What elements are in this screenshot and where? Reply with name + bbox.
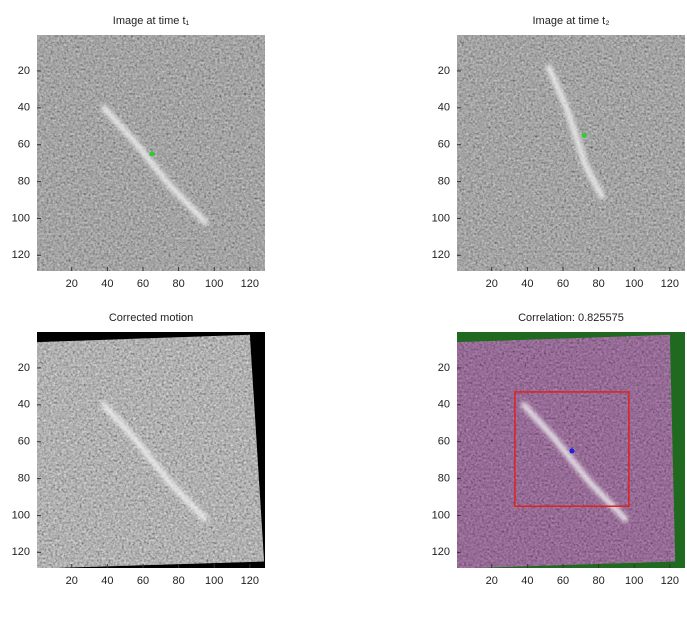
x-tick-label: 40 xyxy=(521,278,533,290)
y-tick-label: 80 xyxy=(438,175,450,187)
y-tick-label: 40 xyxy=(438,102,450,114)
y-tick-label: 120 xyxy=(432,546,450,558)
y-tick-label: 80 xyxy=(18,175,30,187)
y-tick-label: 60 xyxy=(438,436,450,448)
image xyxy=(457,35,685,271)
image-texture xyxy=(457,35,685,271)
y-tick-label: 20 xyxy=(18,362,30,374)
x-tick-label: 60 xyxy=(557,278,569,290)
subplot-title: Image at time t₁ xyxy=(113,15,190,27)
x-tick-label: 80 xyxy=(172,575,184,587)
marker xyxy=(569,448,574,453)
x-tick-label: 100 xyxy=(625,278,643,290)
subplot-title: Correlation: 0.825575 xyxy=(518,312,624,324)
x-tick-label: 80 xyxy=(592,278,604,290)
x-tick-label: 20 xyxy=(66,278,78,290)
x-tick-label: 120 xyxy=(661,278,679,290)
subplot-title: Corrected motion xyxy=(109,312,193,324)
x-tick-label: 40 xyxy=(521,575,533,587)
y-tick-label: 20 xyxy=(438,65,450,77)
y-tick-label: 80 xyxy=(18,472,30,484)
y-tick-label: 100 xyxy=(432,212,450,224)
y-tick-label: 40 xyxy=(18,102,30,114)
x-tick-label: 20 xyxy=(486,575,498,587)
x-tick-label: 80 xyxy=(592,575,604,587)
image-texture xyxy=(37,332,265,568)
y-tick-label: 100 xyxy=(12,212,30,224)
x-tick-label: 120 xyxy=(241,575,259,587)
y-tick-label: 60 xyxy=(18,139,30,151)
y-tick-label: 80 xyxy=(438,472,450,484)
x-tick-label: 80 xyxy=(172,278,184,290)
y-tick-label: 20 xyxy=(438,362,450,374)
y-tick-label: 100 xyxy=(12,509,30,521)
x-tick-label: 120 xyxy=(241,278,259,290)
x-tick-label: 60 xyxy=(137,575,149,587)
x-tick-label: 60 xyxy=(137,278,149,290)
y-tick-label: 120 xyxy=(12,249,30,261)
x-tick-label: 20 xyxy=(66,575,78,587)
y-tick-label: 40 xyxy=(18,399,30,411)
x-tick-label: 100 xyxy=(205,278,223,290)
x-tick-label: 120 xyxy=(661,575,679,587)
x-tick-label: 40 xyxy=(101,575,113,587)
y-tick-label: 20 xyxy=(18,65,30,77)
x-tick-label: 60 xyxy=(557,575,569,587)
y-tick-label: 40 xyxy=(438,399,450,411)
x-tick-label: 20 xyxy=(486,278,498,290)
x-tick-label: 100 xyxy=(205,575,223,587)
x-tick-label: 40 xyxy=(101,278,113,290)
page: Image at time t₁ 20 40 60 80 100 120 20 40 60 80 10… xyxy=(0,0,687,619)
marker xyxy=(149,151,154,156)
y-tick-label: 100 xyxy=(432,509,450,521)
image xyxy=(37,332,265,568)
y-tick-label: 120 xyxy=(12,546,30,558)
x-tick-label: 100 xyxy=(625,575,643,587)
y-tick-label: 120 xyxy=(432,249,450,261)
subplot-title: Image at time t₂ xyxy=(532,15,609,27)
y-tick-label: 60 xyxy=(438,139,450,151)
marker xyxy=(582,133,587,138)
y-tick-label: 60 xyxy=(18,436,30,448)
figure: Image at time t₁ 20 40 60 80 100 120 20 40 60 80 10… xyxy=(0,0,687,614)
